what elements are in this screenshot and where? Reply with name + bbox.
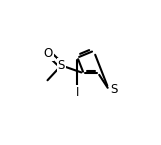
Text: O: O <box>44 47 53 60</box>
Text: I: I <box>76 86 79 99</box>
Text: S: S <box>58 59 65 72</box>
Text: S: S <box>110 84 118 96</box>
